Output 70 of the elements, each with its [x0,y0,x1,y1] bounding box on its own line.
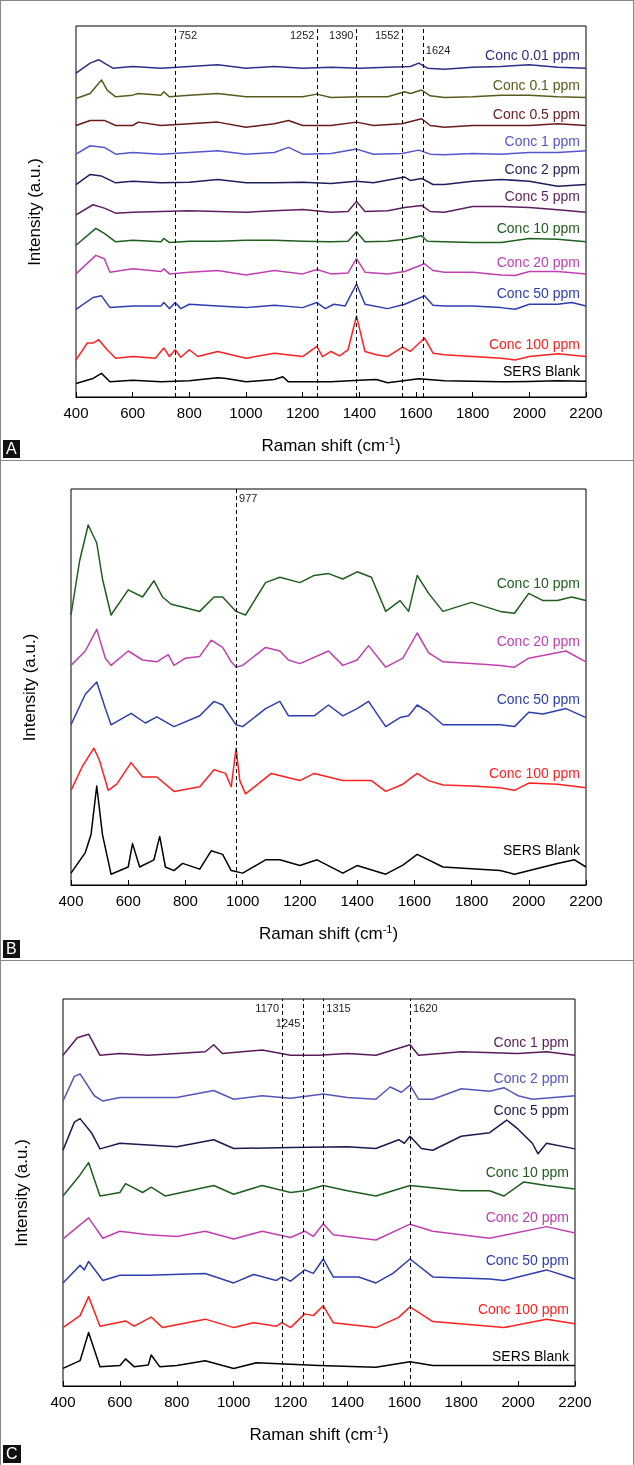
series-label: Conc 1 ppm [504,132,580,149]
x-tick-label: 1000 [225,892,260,909]
x-tick-label: 800 [164,1393,190,1410]
series-label: Conc 100 ppm [488,765,580,782]
ref-line-label: 1620 [413,1001,438,1014]
x-tick-label: 2200 [558,1393,592,1410]
ref-line-label: 1624 [425,43,451,56]
series-label: Conc 5 ppm [504,188,580,205]
text: C [3,1445,21,1463]
series-label: Conc 0.1 ppm [492,77,580,94]
x-tick-label: 1600 [397,892,432,909]
series-label: Conc 50 ppm [496,690,580,707]
ref-line-label: 1245 [275,1016,301,1029]
x-tick-label: 2000 [501,1393,535,1410]
series-label: Conc 20 ppm [496,633,580,649]
x-tick-label: 2000 [512,404,547,421]
x-tick-label: 1000 [229,404,263,421]
series-label: SERS Blank [502,362,581,379]
series-label: Conc 10 ppm [496,220,580,237]
series-label: Conc 1 ppm [493,1033,569,1050]
series-label: Conc 100 ppm [477,1301,569,1318]
series-label: Conc 20 ppm [485,1208,569,1225]
series-label: Conc 50 ppm [496,284,580,301]
series-label: Conc 10 ppm [485,1163,569,1180]
x-tick-label: 1400 [340,892,374,909]
x-tick-label: 1800 [455,404,490,421]
x-tick-label: 1200 [273,1393,308,1410]
series-label: Conc 10 ppm [496,575,580,592]
ref-line-label: 1390 [329,28,354,41]
series-label: SERS Blank [502,841,581,858]
ref-line-label: 977 [239,491,258,504]
x-tick-label: 800 [172,892,198,909]
y-axis-title: Intensity (a.u.) [19,633,39,742]
ref-line-label: 1170 [255,1001,280,1014]
y-axis-title: Intensity (a.u.) [24,158,44,266]
series-label: Conc 20 ppm [496,253,580,270]
x-tick-label: 400 [50,1393,76,1410]
x-tick-label: 1600 [387,1393,422,1410]
ref-line-label: 752 [178,28,198,41]
x-tick-label: 1600 [399,404,433,421]
x-tick-label: 2200 [569,892,603,909]
x-tick-label: 800 [176,404,202,421]
series-label: Conc 0.5 ppm [492,105,580,122]
x-tick-label: 600 [107,1393,133,1410]
series-label: Conc 5 ppm [493,1102,569,1119]
x-tick-label: 2000 [512,892,546,909]
ref-line-label: 1252 [289,28,315,41]
x-tick-label: 600 [115,892,141,909]
x-tick-label: 600 [120,404,146,421]
series-label: Conc 50 ppm [485,1251,569,1268]
series-label: Conc 0.01 ppm [485,46,580,63]
x-tick-label: 400 [58,892,84,909]
ref-line-label: 1552 [374,28,400,41]
x-tick-label: 1400 [342,404,377,421]
x-tick-label: 1000 [216,1393,251,1410]
series-label: SERS Blank [491,1347,570,1364]
ref-line-label: 1315 [326,1001,351,1014]
series-label: Conc 2 ppm [493,1069,569,1086]
x-tick-label: 2200 [569,404,603,421]
text: B [3,940,20,958]
x-tick-label: 400 [63,404,89,421]
series-label: Conc 100 ppm [488,335,580,352]
x-tick-label: 1800 [444,1393,478,1410]
x-tick-label: 1800 [454,892,489,909]
x-tick-label: 1200 [283,892,317,909]
x-tick-label: 1400 [330,1393,365,1410]
text: A [3,440,20,458]
series-label: Conc 2 ppm [504,161,580,178]
y-axis-title: Intensity (a.u.) [11,1139,31,1247]
x-tick-label: 1200 [285,404,320,421]
